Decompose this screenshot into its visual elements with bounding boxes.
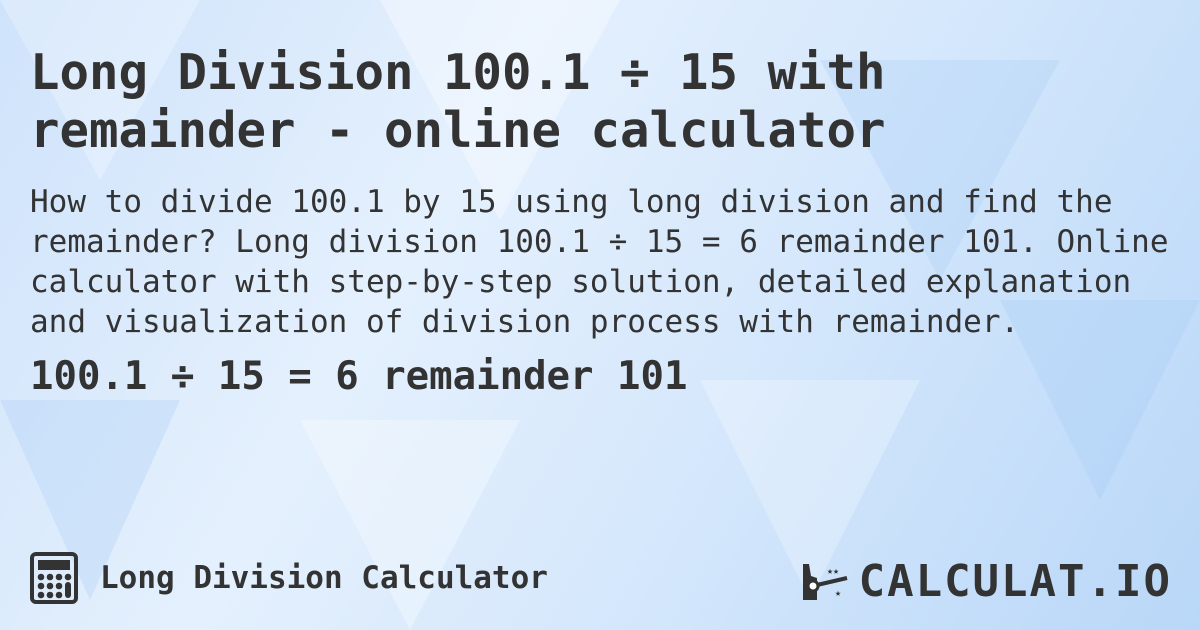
footer: Long Division Calculator (30, 552, 548, 604)
calculat-io-logo[interactable]: ★★ ★ CALCULAT.IO (799, 556, 1172, 607)
page-title: Long Division 100.1 ÷ 15 with remainder … (30, 44, 886, 159)
magic-wand-hand-icon: ★★ ★ (802, 563, 848, 600)
description: How to divide 100.1 by 15 using long div… (30, 184, 1169, 340)
footer-label: Long Division Calculator (100, 560, 548, 596)
calculator-icon (30, 552, 78, 604)
logo-text: CALCULAT.IO (858, 556, 1172, 607)
svg-text:★★: ★★ (827, 566, 839, 577)
result: 100.1 ÷ 15 = 6 remainder 101 (30, 354, 688, 399)
svg-text:★: ★ (835, 588, 841, 599)
